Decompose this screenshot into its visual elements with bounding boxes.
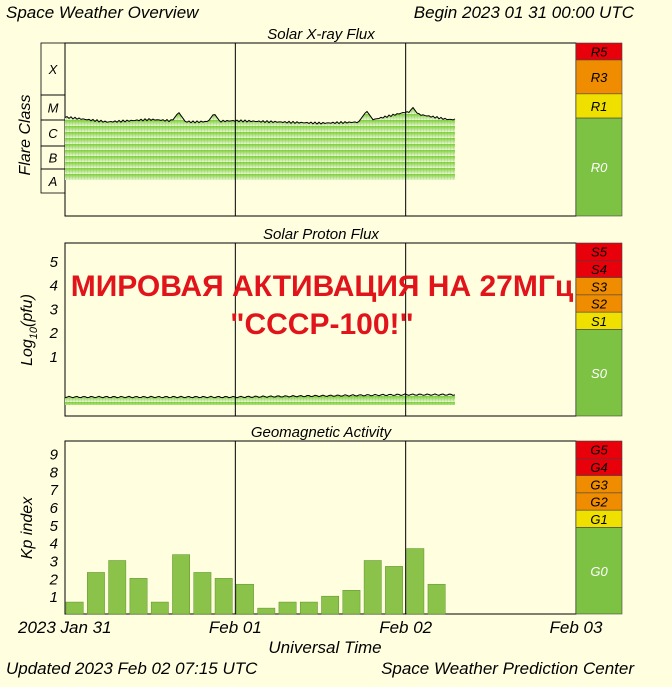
- kp-xlabel: Universal Time: [268, 638, 381, 657]
- scale-label-s1: S1: [591, 314, 607, 329]
- kp-bar: [65, 601, 84, 615]
- scale-label-s5: S5: [591, 245, 608, 260]
- kp-bar: [427, 583, 446, 615]
- scale-label-g1: G1: [590, 512, 607, 527]
- kp-scale: G5 G4 G3 G2 G1 G0: [575, 440, 623, 615]
- kp-bar: [385, 566, 403, 615]
- proton-ytick-3: 3: [50, 301, 59, 318]
- proton-ylabel: Log10(pfu): [19, 294, 40, 366]
- kp-bar: [257, 607, 276, 615]
- kp-bar: [363, 560, 382, 615]
- source-label: Space Weather Prediction Center: [381, 659, 635, 678]
- xray-flux-line: [64, 106, 456, 125]
- kp-ytick-1: 1: [50, 589, 58, 606]
- kp-ytick-4: 4: [50, 536, 58, 553]
- xray-class-c: C: [48, 126, 58, 141]
- xray-scale: R5 R3 R1 R0: [575, 42, 623, 217]
- scale-label-s3: S3: [591, 279, 608, 294]
- kp-bar: [193, 572, 212, 615]
- scale-label-r0: R0: [591, 160, 608, 175]
- scale-label-s2: S2: [591, 297, 608, 312]
- scale-label-s0: S0: [591, 366, 608, 381]
- proton-flux-area: [65, 393, 455, 405]
- scale-level-r3: [575, 59, 623, 95]
- scale-label-r5: R5: [591, 44, 608, 59]
- kp-bar: [108, 560, 127, 615]
- page-title: Space Weather Overview: [6, 3, 200, 22]
- scale-label-g4: G4: [590, 460, 607, 475]
- kp-xtick-labels: 2023 Jan 31 Feb 01 Feb 02 Feb 03: [17, 618, 603, 637]
- kp-bar: [172, 554, 190, 615]
- scale-label-g3: G3: [590, 477, 608, 492]
- scale-label-r3: R3: [591, 70, 608, 85]
- proton-ytick-5: 5: [50, 254, 59, 271]
- kp-xtick-1: Feb 01: [209, 618, 262, 637]
- kp-bar: [278, 601, 297, 615]
- proton-ytick-labels: 5 4 3 2 1: [49, 254, 59, 366]
- updated-time: Updated 2023 Feb 02 07:15 UTC: [6, 659, 258, 678]
- kp-ylabel: Kp index: [19, 496, 36, 559]
- kp-bar: [321, 595, 340, 615]
- kp-bar: [406, 548, 425, 615]
- scale-level-g0: [575, 527, 623, 615]
- kp-xtick-3: Feb 03: [550, 618, 603, 637]
- kp-ytick-8: 8: [50, 464, 59, 481]
- kp-bar: [236, 583, 254, 615]
- xray-class-b: B: [49, 151, 58, 166]
- proton-ytick-1: 1: [50, 349, 58, 366]
- kp-bar: [299, 601, 318, 615]
- kp-ytick-6: 6: [50, 500, 59, 517]
- scale-level-s0: [575, 329, 623, 417]
- kp-bar: [150, 601, 169, 615]
- xray-class-a: A: [48, 174, 58, 189]
- proton-plot: [64, 243, 456, 416]
- proton-scale: S5 S4 S3 S2 S1 S0: [575, 242, 623, 417]
- kp-ytick-9: 9: [50, 446, 59, 463]
- proton-flux-line: [64, 393, 456, 399]
- kp-xtick-2: Feb 02: [379, 618, 432, 637]
- proton-title: Solar Proton Flux: [263, 226, 379, 243]
- xray-class-x: X: [48, 62, 59, 77]
- scale-label-s4: S4: [591, 262, 607, 277]
- kp-plot: [65, 441, 446, 615]
- xray-class-m: M: [48, 101, 59, 116]
- scale-label-r1: R1: [591, 99, 608, 114]
- kp-ytick-5: 5: [50, 518, 59, 535]
- kp-bar: [342, 590, 361, 615]
- scale-level-r0: [575, 117, 623, 217]
- kp-xtick-0: 2023 Jan 31: [17, 618, 112, 637]
- kp-bar: [87, 572, 105, 615]
- scale-label-g0: G0: [590, 564, 608, 579]
- xray-flux-area: [65, 107, 455, 180]
- overlay-line-1: МИРОВАЯ АКТИВАЦИЯ НА 27МГц: [71, 270, 574, 303]
- scale-label-g2: G2: [590, 495, 608, 510]
- scale-level-r1: [575, 93, 623, 119]
- overlay-line-2: "СССР-100!": [230, 308, 414, 341]
- xray-title: Solar X-ray Flux: [267, 26, 375, 43]
- kp-ytick-7: 7: [50, 482, 59, 499]
- proton-ytick-4: 4: [50, 278, 58, 295]
- xray-plot: [64, 43, 456, 216]
- xray-ylabel: Flare Class: [17, 95, 34, 176]
- kp-ytick-2: 2: [49, 571, 59, 588]
- kp-bar: [129, 578, 148, 615]
- proton-ytick-2: 2: [49, 325, 59, 342]
- kp-ytick-3: 3: [50, 553, 59, 570]
- kp-title: Geomagnetic Activity: [251, 424, 393, 441]
- kp-bar: [214, 578, 233, 615]
- begin-time: Begin 2023 01 31 00:00 UTC: [414, 3, 635, 22]
- scale-label-g5: G5: [590, 443, 608, 458]
